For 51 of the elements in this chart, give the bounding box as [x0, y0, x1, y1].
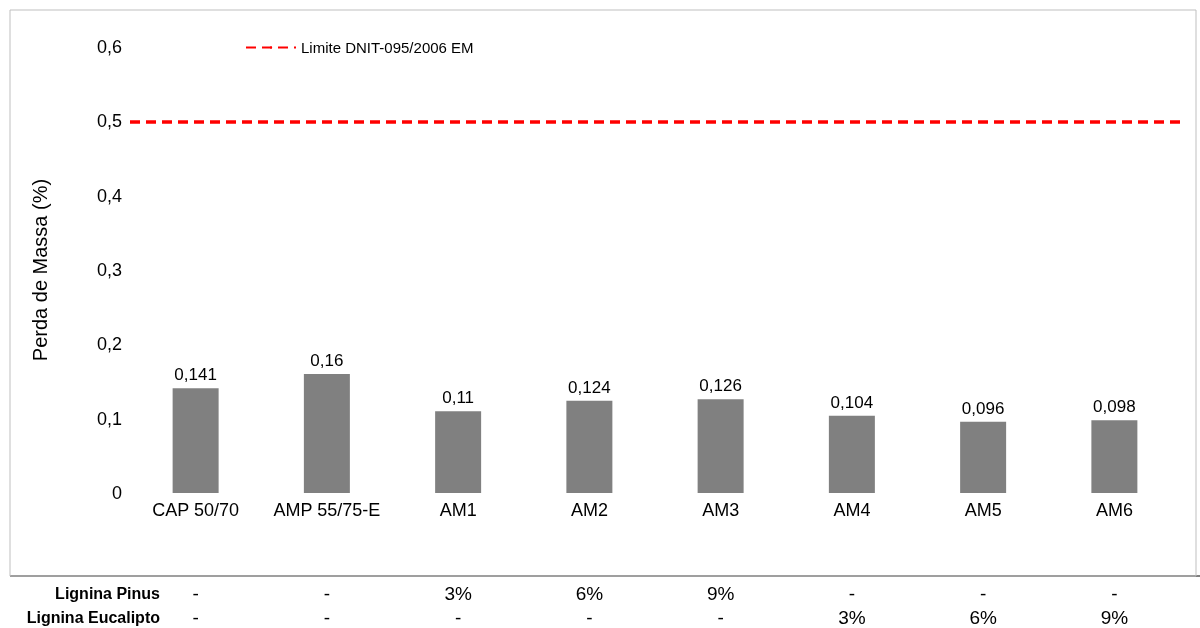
text: - — [323, 606, 331, 628]
data-label: 0,124 — [568, 377, 611, 397]
data-label: 0,11 — [442, 388, 475, 408]
data-label: 0,098 — [1093, 397, 1136, 417]
text: 6% — [969, 606, 997, 628]
x-tick-label: AM2 — [570, 500, 608, 520]
y-tick-label: 0,1 — [96, 408, 122, 429]
text: - — [979, 582, 987, 604]
bar — [566, 400, 613, 493]
x-tick-label: AM5 — [964, 500, 1002, 520]
text: Lignina Pinus — [55, 584, 161, 602]
text: - — [1111, 582, 1118, 604]
bar — [172, 388, 219, 493]
x-tick-label: AMP 55/75-E — [273, 500, 381, 520]
bar — [960, 421, 1007, 493]
text: - — [192, 606, 199, 628]
text: 3% — [838, 606, 866, 628]
text: 6% — [575, 582, 604, 604]
bar — [697, 399, 744, 493]
data-label: 0,16 — [310, 351, 344, 371]
bar — [303, 374, 350, 493]
bar — [828, 415, 875, 493]
text: 3% — [444, 582, 472, 604]
x-tick-label: AM4 — [833, 500, 871, 520]
y-tick-label: 0,5 — [96, 111, 122, 132]
text: - — [586, 606, 593, 628]
text: - — [717, 606, 724, 628]
text: - — [454, 606, 462, 628]
bar — [1091, 420, 1138, 493]
text: - — [848, 582, 856, 604]
data-label: 0,126 — [699, 376, 742, 396]
x-tick-label: AM3 — [702, 500, 740, 520]
data-label: 0,096 — [961, 398, 1005, 418]
text: - — [192, 582, 199, 604]
y-axis-title: Perda de Massa (%) — [29, 178, 51, 362]
x-tick-label: CAP 50/70 — [152, 500, 239, 520]
legend-label: Limite DNIT-095/2006 EM — [301, 39, 474, 56]
text: 9% — [706, 582, 735, 604]
x-tick-label: AM6 — [1095, 500, 1133, 520]
data-label: 0,104 — [830, 392, 874, 412]
x-tick-label: AM1 — [439, 500, 477, 520]
y-tick-label: 0,3 — [96, 260, 122, 280]
bar — [435, 411, 482, 493]
y-tick-label: 0,4 — [96, 185, 122, 206]
y-tick-label: 0,6 — [96, 37, 122, 57]
data-label: 0,141 — [174, 365, 217, 385]
text: 9% — [1100, 606, 1129, 628]
y-tick-label: 0,2 — [96, 334, 122, 355]
text: Lignina Eucalipto — [26, 608, 161, 626]
y-tick-label: 0 — [111, 483, 122, 503]
text: - — [323, 582, 331, 604]
